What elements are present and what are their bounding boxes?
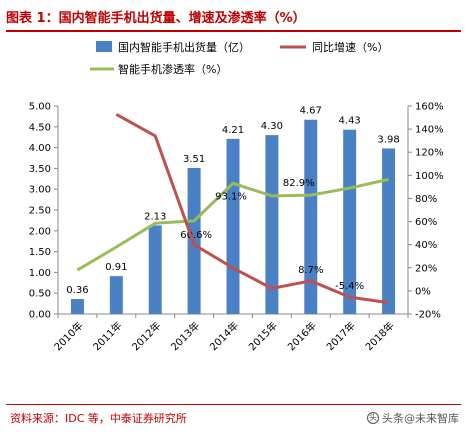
left-tick-label: 4.50 [29, 122, 51, 133]
x-tick-label: 2018年 [362, 319, 396, 353]
chart-title: 图表 1：国内智能手机出货量、增速及渗透率（%） [6, 11, 306, 26]
bar [148, 225, 162, 314]
right-tick-label: -20% [415, 310, 441, 321]
growth-line [115, 113, 389, 305]
left-tick-label: 3.50 [29, 164, 51, 175]
left-tick-label: 0.00 [29, 310, 51, 321]
bar-label: 4.43 [339, 116, 361, 127]
left-tick-label: 1.50 [29, 247, 51, 258]
left-tick-label: 3.00 [29, 185, 51, 196]
right-tick-label: 140% [415, 125, 444, 136]
penetration-label: 93.1% [215, 191, 247, 202]
bar-label: 4.30 [261, 121, 283, 132]
bar-label: 4.21 [222, 125, 244, 136]
bar [109, 276, 123, 314]
bar-label: 0.91 [105, 262, 127, 273]
x-tick-label: 2010年 [51, 319, 85, 353]
x-tick-label: 2014年 [207, 319, 241, 353]
bar-label: 4.67 [300, 106, 322, 117]
penetration-label: 60.6% [180, 230, 212, 241]
legend-swatch-shipments [96, 41, 112, 52]
legend-label-growth: 同比增速（%） [312, 40, 388, 54]
right-tick-label: 60% [415, 217, 437, 228]
right-tick-label: 0% [415, 286, 431, 297]
watermark: 头 头条@未来智库 [367, 410, 459, 426]
left-tick-label: 0.50 [29, 289, 51, 300]
headline-icon: 头 [367, 412, 379, 424]
right-tick-label: 160% [415, 102, 444, 113]
left-tick-label: 2.50 [29, 206, 51, 217]
chart: 0.00 0.50 1.00 1.50 2.00 2.50 3.00 3.50 4.00 4.50… [29, 40, 444, 353]
left-tick-label: 5.00 [29, 102, 51, 113]
bar-label: 2.13 [144, 211, 166, 222]
right-tick-label: 40% [415, 240, 437, 251]
left-tick-label: 1.00 [29, 268, 51, 279]
right-tick-label: 80% [415, 194, 437, 205]
x-tick-label: 2016年 [285, 319, 319, 353]
bar [343, 129, 357, 314]
source-note: 资料来源：IDC 等，中泰证券研究所 [10, 412, 187, 425]
bar [382, 148, 396, 314]
right-tick-label: 120% [415, 148, 444, 159]
x-tick-label: 2015年 [246, 319, 280, 353]
bar [304, 119, 318, 314]
right-tick-label: 20% [415, 263, 437, 274]
source-divider [6, 404, 461, 405]
left-tick-label: 2.00 [29, 226, 51, 237]
penetration-line [76, 177, 389, 272]
bar [226, 138, 240, 314]
legend-label-penetration: 智能手机渗透率（%） [118, 62, 227, 76]
title-bar: 图表 1：国内智能手机出货量、增速及渗透率（%） [6, 6, 461, 32]
growth-label: -5.4% [335, 281, 364, 292]
bar-label: 0.36 [66, 285, 88, 296]
left-tick-label: 4.00 [29, 143, 51, 154]
x-tick-label: 2012年 [129, 319, 163, 353]
right-tick-label: 100% [415, 171, 444, 182]
penetration-label: 82.9% [283, 178, 315, 189]
growth-label: 8.7% [298, 265, 323, 276]
x-tick-label: 2011年 [90, 319, 124, 353]
x-tick-label: 2013年 [168, 319, 202, 353]
bar-label: 3.98 [377, 134, 399, 145]
x-tick-label: 2017年 [324, 319, 358, 353]
bar-label: 3.51 [183, 154, 205, 165]
bar [265, 135, 279, 314]
watermark-text: 头条@未来智库 [382, 412, 459, 425]
legend-label-shipments: 国内智能手机出货量（亿） [118, 40, 250, 54]
bar [70, 299, 84, 314]
